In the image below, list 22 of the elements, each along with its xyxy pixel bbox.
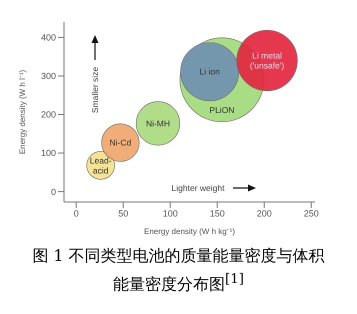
y-tick-label: 100 <box>40 148 56 158</box>
annotation: Lighter weight <box>172 183 226 193</box>
y-axis-title: Energy density (W h l⁻¹) <box>18 69 27 154</box>
series-label: PLiON <box>209 105 234 116</box>
y-tick-label: 200 <box>40 110 56 120</box>
x-tick-label: 100 <box>162 208 178 218</box>
x-tick-label: 150 <box>210 208 225 218</box>
y-tick-label: 400 <box>40 32 56 43</box>
series-label: Li ion <box>200 66 220 77</box>
y-tick-label: 300 <box>40 71 56 82</box>
x-tick-label: 0 <box>74 208 79 218</box>
y-tick-label: 0 <box>50 186 56 197</box>
x-tick-label: 50 <box>118 208 128 218</box>
series-label: Li metal ('unsafe') <box>250 50 284 71</box>
x-tick-label: 200 <box>256 208 272 218</box>
series-label: Ni-Cd <box>110 138 132 148</box>
x-axis-title: Energy density (W h kg⁻¹) <box>144 227 236 236</box>
series-label: Lead-acid <box>90 155 112 176</box>
annotation: Smaller size <box>90 66 100 114</box>
x-tick-label: 250 <box>304 208 319 218</box>
caption: 图 1 不同类型电池的质量能量密度与体积能量密度分布图$^{[1]}$ <box>31 245 326 296</box>
series-label: Ni-MH <box>146 118 170 128</box>
